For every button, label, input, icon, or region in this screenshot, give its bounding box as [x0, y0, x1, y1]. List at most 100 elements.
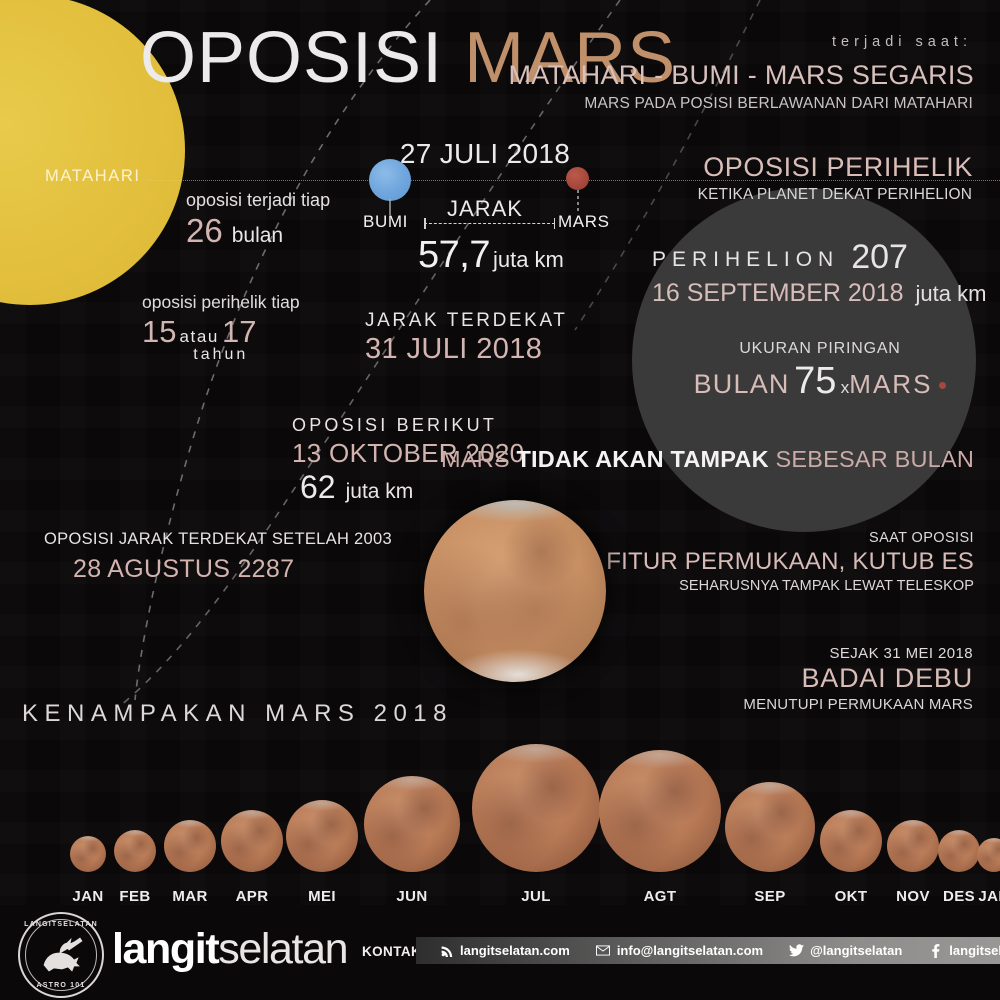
block-badai-debu: SEJAK 31 MEI 2018 BADAI DEBU MENUTUPI PE…: [743, 645, 973, 713]
month-label: APR: [235, 888, 269, 905]
opposition-date: 27 JULI 2018: [399, 138, 571, 169]
piringan-multiply-symbol: x: [840, 378, 850, 397]
month-cell: JUN: [364, 760, 460, 905]
mars-disk-mei-4: [286, 800, 358, 872]
mars-disk-mar-2: [164, 820, 216, 872]
contact-text: langitselatan: [949, 943, 1000, 958]
perihelik-years-2: 17: [221, 314, 257, 349]
langitselatan-logo: LANGITSELATAN ASTRO 101: [18, 912, 104, 998]
fitur-top-label: SAAT OPOSISI: [869, 530, 974, 546]
perihelion-date: 16 SEPTEMBER 2018: [652, 279, 904, 307]
mars-not-as-big-headline: MARS TIDAK AKAN TAMPAK SEBESAR BULAN: [441, 446, 974, 473]
month-cell: JAN: [952, 760, 1000, 905]
month-cell: FEB: [93, 760, 177, 905]
month-cell: APR: [210, 760, 294, 905]
page-title: OPOSISI MARS: [140, 22, 676, 94]
piringan-mars-label: MARS: [849, 369, 933, 399]
perihelik-unit: tahun: [193, 346, 249, 363]
mars-size-chart: JANFEBMARAPRMEIJUNJULAGTSEPOKTNOVDESJAN: [0, 744, 1000, 905]
mars-label: MARS: [558, 212, 610, 231]
moon-disk-comparison: [632, 188, 976, 532]
badai-sub: MENUTUPI PERMUKAAN MARS: [743, 696, 973, 713]
badai-top-label: SEJAK 31 MEI 2018: [829, 645, 973, 662]
piringan-factor: 75: [794, 360, 837, 402]
perihelion-number: 207: [851, 238, 908, 276]
month-label: MAR: [172, 888, 208, 905]
month-cell: DES: [917, 760, 1000, 905]
logo-bottom-text: ASTRO 101: [36, 982, 86, 989]
kenampakan-title: KENAMPAKAN MARS 2018: [22, 700, 453, 727]
brand-selatan: selatan: [218, 925, 348, 973]
mars-disk-nov-10: [887, 820, 939, 872]
sun-label: MATAHARI: [45, 167, 141, 185]
not-as-big-bold: TIDAK AKAN TAMPAK: [516, 446, 769, 472]
terjadi-saat-label: terjadi saat:: [832, 34, 972, 50]
block-perihelik-tiap: oposisi perihelik tiap 15 atau17 tahun: [142, 292, 300, 364]
perihelion-unit: juta km: [915, 281, 987, 306]
month-label: MEI: [308, 888, 336, 905]
perihelik-years-1: 15: [142, 314, 177, 349]
fitur-main: FITUR PERMUKAAN, KUTUB ES: [606, 548, 974, 575]
mars-disk-jan-0: [70, 836, 106, 872]
contact-text: langitselatan.com: [460, 943, 570, 958]
month-label: JAN: [978, 888, 1000, 905]
brand-langit: langit: [112, 925, 220, 973]
oposisi-tiap-unit: bulan: [231, 224, 284, 247]
mars-tiny-disk-icon: [939, 382, 947, 389]
block-perihelion: PERIHELION 207 16 SEPTEMBER 2018 juta km: [652, 238, 986, 308]
distance-value-group: 57,7 juta km: [418, 234, 648, 277]
oposisi-berikut-date: 13 OKTOBER 2020: [292, 438, 525, 468]
contact-text: info@langitselatan.com: [616, 943, 764, 958]
month-label: AGT: [643, 888, 677, 905]
month-cell: OKT: [809, 760, 893, 905]
month-label: SEP: [754, 888, 786, 905]
kontak-label: KONTAK:: [362, 944, 427, 959]
month-label: DES: [942, 888, 976, 905]
contact-item[interactable]: info@langitselatan.com: [583, 943, 776, 958]
oposisi-tiap-number: 26: [186, 212, 223, 249]
mars-stem: [577, 190, 579, 213]
earth-stem: [389, 199, 391, 215]
month-cell: MAR: [148, 760, 232, 905]
oposisi-berikut-label: OPOSISI BERIKUT: [292, 415, 498, 435]
not-as-big-pre: MARS: [441, 446, 517, 472]
month-label: JUN: [396, 888, 428, 905]
mars-disk-des-11: [938, 830, 980, 872]
month-label: FEB: [119, 888, 151, 905]
mars-disk-apr-3: [221, 810, 283, 872]
perihelik-tiap-label: oposisi perihelik tiap: [142, 292, 300, 312]
month-label: NOV: [896, 888, 930, 905]
mars-disk-sep-8: [725, 782, 815, 872]
segaris-headline: MATAHARI - BUMI - MARS SEGARIS: [508, 60, 974, 90]
jarak-label: JARAK: [447, 196, 523, 221]
block-ukuran-piringan: UKURAN PIRINGAN BULAN 75 xMARS: [660, 340, 980, 403]
title-word-oposisi: OPOSISI: [140, 18, 444, 98]
oposisi-berikut-number: 62: [300, 469, 336, 505]
block-jarak-terdekat: JARAK TERDEKAT 31 JULI 2018: [365, 310, 568, 366]
title-word-mars: MARS: [464, 18, 677, 98]
earth-label: BUMI: [363, 212, 408, 231]
perihelion-word: PERIHELION: [652, 248, 840, 271]
setelah-date: 28 AGUSTUS 2287: [73, 555, 295, 583]
month-label: JAN: [72, 888, 104, 905]
mars-dot: [566, 167, 589, 190]
month-label: JUL: [521, 888, 551, 905]
setelah-label: OPOSISI JARAK TERDEKAT SETELAH 2003: [44, 530, 392, 548]
distance-value: 57,7: [418, 234, 490, 276]
contact-item[interactable]: @langitselatan: [776, 943, 915, 958]
month-cell: SEP: [725, 760, 815, 905]
month-cell: MEI: [280, 760, 364, 905]
perihelik-atau: atau: [179, 327, 219, 346]
twitter-icon: [789, 943, 805, 958]
contact-text: @langitselatan: [810, 943, 903, 958]
month-cell: JUL: [472, 744, 600, 905]
contact-item[interactable]: langitselatan.com: [426, 943, 583, 958]
mars-globe-photo: [424, 500, 606, 682]
mars-disk-jul-6: [472, 744, 600, 872]
oposisi-berikut-unit: juta km: [345, 480, 414, 503]
month-cell: AGT: [599, 750, 721, 905]
oposisi-perihelik-title: OPOSISI PERIHELIK: [703, 152, 973, 182]
block-oposisi-tiap: oposisi terjadi tiap 26 bulan: [186, 190, 330, 250]
month-label: OKT: [834, 888, 868, 905]
contact-item[interactable]: langitselatan: [915, 943, 1000, 958]
